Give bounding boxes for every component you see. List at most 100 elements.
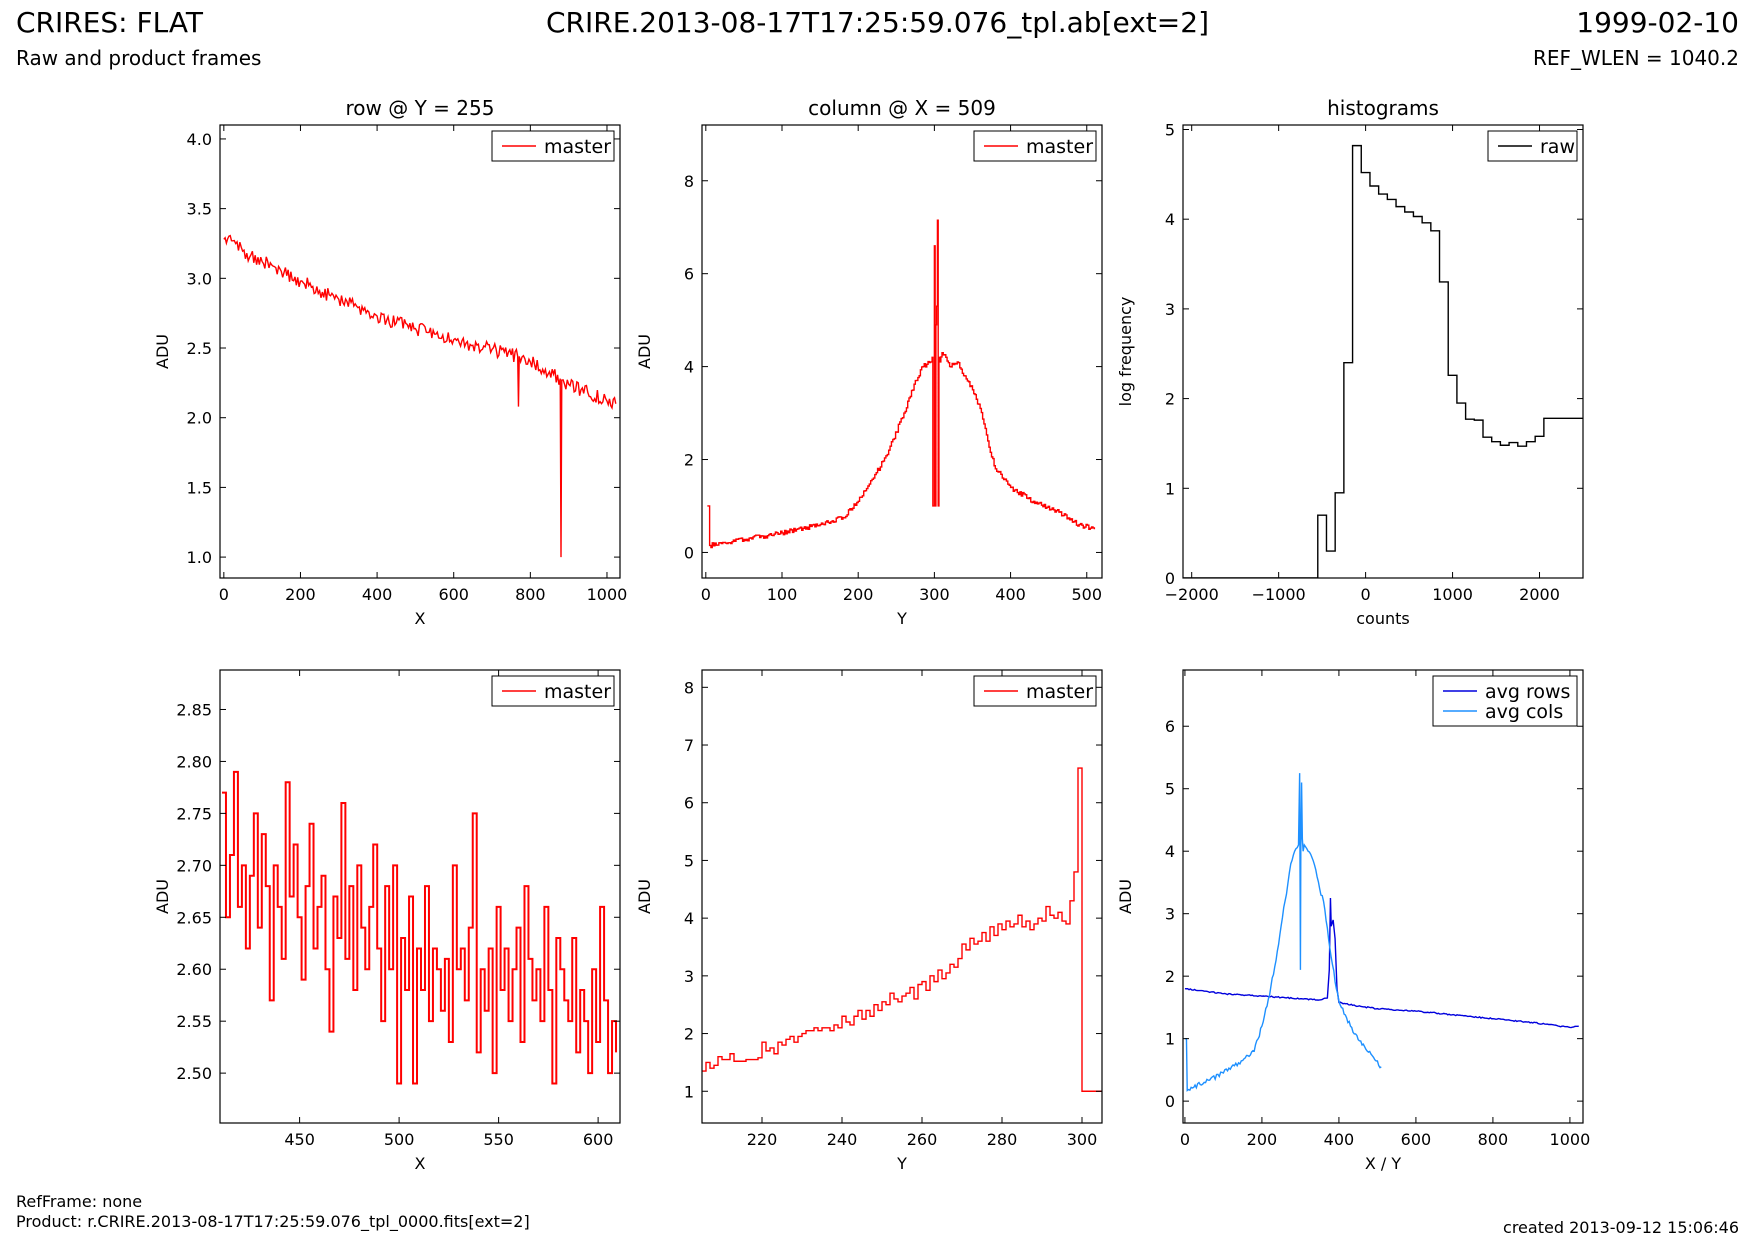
x-tick-label: 1000 [1550, 1130, 1591, 1149]
refframe-label: RefFrame: none [16, 1192, 143, 1211]
y-tick-label: 8 [684, 678, 694, 697]
x-tick-label: −1000 [1252, 585, 1306, 604]
y-tick-label: 1.5 [187, 478, 212, 497]
y-tick-label: 4.0 [187, 130, 212, 149]
x-tick-label: 400 [362, 585, 393, 604]
y-tick-label: 4 [1165, 210, 1175, 229]
x-tick-label: 100 [767, 585, 798, 604]
x-axis-label: X [415, 609, 426, 628]
plot-title: row @ Y = 255 [346, 96, 495, 120]
legend-label: master [544, 681, 611, 703]
x-axis-label: Y [896, 1154, 907, 1173]
x-tick-label: 800 [515, 585, 546, 604]
y-tick-label: 4 [1165, 842, 1175, 861]
x-tick-label: 0 [1180, 1130, 1190, 1149]
plot-4: 450 500 550 600 2.50 2.55 2.60 2.65 2.70 2.75 2.80… [153, 669, 621, 1173]
plot-frame [701, 669, 1103, 1124]
x-tick-label: −2000 [1165, 585, 1219, 604]
y-axis-label: ADU [1116, 879, 1135, 914]
y-tick-label: 6 [684, 265, 694, 284]
y-tick-label: 2 [1165, 390, 1175, 409]
y-tick-label: 1 [684, 1082, 694, 1101]
y-tick-label: 3.5 [187, 200, 212, 219]
plot-1: 0 200 400 600 800 1000 1.0 1.5 2.0 2.5 3.0 3.5 4.0 X A… [153, 96, 627, 628]
y-tick-label: 3 [1165, 300, 1175, 319]
series-line-master [223, 234, 617, 558]
legend-box [491, 130, 615, 162]
y-tick-label: 7 [684, 736, 694, 755]
legend: master [973, 130, 1097, 162]
plot-3: −2000 −1000 0 1000 2000 0 1 2 3 4 5 counts log frequ… [1116, 96, 1584, 628]
y-tick-label: 2 [684, 451, 694, 470]
x-tick-label: 550 [483, 1130, 514, 1149]
y-tick-label: 2.75 [176, 804, 212, 823]
series-line-master [702, 767, 1102, 1092]
x-tick-label: 450 [284, 1130, 315, 1149]
plot-5: 220 240 260 280 300 1 2 3 4 5 6 7 8 Y ADU master [635, 669, 1103, 1173]
legend: raw [1487, 130, 1578, 162]
x-tick-label: 0 [1361, 585, 1371, 604]
page-subtitle: Raw and product frames [16, 46, 262, 70]
plot-title: column @ X = 509 [808, 96, 996, 120]
product-label: Product: r.CRIRE.2013-08-17T17:25:59.076… [16, 1212, 530, 1231]
x-tick-label: 200 [843, 585, 874, 604]
x-tick-label: 400 [995, 585, 1026, 604]
x-axis-label: X / Y [1365, 1154, 1402, 1173]
legend-label: master [1026, 681, 1093, 703]
plot-frame [701, 124, 1103, 579]
y-tick-label: 1.0 [187, 548, 212, 567]
x-tick-label: 260 [907, 1130, 938, 1149]
y-tick-label: 3 [684, 967, 694, 986]
x-tick-label: 280 [987, 1130, 1018, 1149]
plot-frame [1182, 669, 1584, 1124]
legend-label: avg rows [1485, 681, 1570, 703]
legend-box [1432, 675, 1578, 727]
x-tick-label: 0 [219, 585, 229, 604]
legend-label: master [544, 136, 611, 158]
x-tick-label: 0 [701, 585, 711, 604]
x-tick-label: 800 [1478, 1130, 1509, 1149]
x-tick-label: 600 [438, 585, 469, 604]
y-axis-label: ADU [153, 334, 172, 369]
x-tick-label: 1000 [1432, 585, 1473, 604]
series-line-master [707, 219, 1096, 549]
y-tick-label: 2.65 [176, 908, 212, 927]
y-tick-label: 2 [1165, 967, 1175, 986]
y-tick-label: 2.5 [187, 339, 212, 358]
y-axis-label: ADU [153, 879, 172, 914]
y-tick-label: 2.70 [176, 856, 212, 875]
x-tick-label: 400 [1324, 1130, 1355, 1149]
plot-frame [219, 669, 621, 1124]
y-axis-label: ADU [635, 334, 654, 369]
legend-label: master [1026, 136, 1093, 158]
y-tick-label: 1 [1165, 479, 1175, 498]
plot-frame [219, 124, 621, 579]
legend-label: raw [1540, 136, 1575, 158]
y-tick-label: 2.50 [176, 1064, 212, 1083]
series-line-master [221, 770, 618, 1085]
x-tick-label: 2000 [1519, 585, 1560, 604]
x-tick-label: 240 [827, 1130, 858, 1149]
legend: master [973, 675, 1097, 707]
plot-6: 0 200 400 600 800 1000 0 1 2 3 4 5 6 X / Y ADU avg rows… [1116, 669, 1591, 1173]
x-axis-label: X [415, 1154, 426, 1173]
y-axis-label: log frequency [1116, 297, 1135, 407]
y-tick-label: 3.0 [187, 269, 212, 288]
x-tick-label: 600 [1401, 1130, 1432, 1149]
series-line-avg-rows [1184, 898, 1579, 1029]
y-tick-label: 0 [1165, 1092, 1175, 1111]
y-tick-label: 2.85 [176, 700, 212, 719]
y-axis-label: ADU [635, 879, 654, 914]
legend-label: avg cols [1485, 701, 1563, 723]
x-tick-label: 300 [919, 585, 950, 604]
y-tick-label: 2.80 [176, 752, 212, 771]
x-tick-label: 200 [1247, 1130, 1278, 1149]
series-line-avg-cols [1184, 773, 1382, 1092]
plot-frame [1182, 124, 1584, 579]
file-title: CRIRE.2013-08-17T17:25:59.076_tpl.ab[ext… [545, 6, 1209, 39]
legend: master [491, 130, 615, 162]
series-line-raw [1183, 144, 1583, 578]
x-tick-label: 600 [583, 1130, 614, 1149]
ref-wlen-label: REF_WLEN = 1040.2 [1532, 46, 1739, 70]
